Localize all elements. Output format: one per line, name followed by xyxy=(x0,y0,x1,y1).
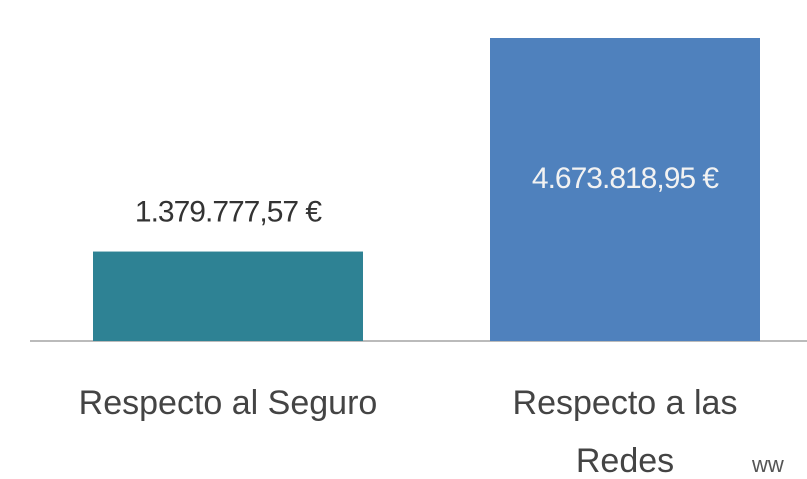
annotation: ww xyxy=(751,452,784,477)
x-tick-label: Respecto a las Redes xyxy=(513,384,738,479)
bar xyxy=(490,38,760,341)
data-label: 4.673.818,95 € xyxy=(532,162,720,195)
bar xyxy=(93,251,363,341)
x-tick-label: Respecto al Seguro xyxy=(79,384,378,422)
data-label: 1.379.777,57 € xyxy=(135,195,323,228)
